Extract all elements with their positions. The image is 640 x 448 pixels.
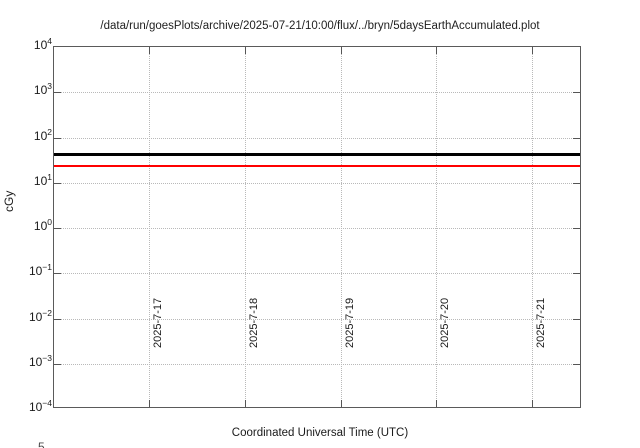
gridline-horizontal bbox=[54, 137, 580, 139]
gridline-horizontal bbox=[54, 318, 580, 320]
y-tick-mantissa: 10 bbox=[33, 83, 48, 98]
y-axis-tick-mark bbox=[54, 182, 61, 184]
x-axis-tick-mark bbox=[340, 400, 342, 407]
y-axis-tick-mark bbox=[54, 363, 61, 365]
gridline-horizontal bbox=[54, 273, 580, 275]
y-axis-tick-label: 100 bbox=[33, 217, 52, 233]
y-axis-tick-label: 10−2 bbox=[28, 307, 52, 324]
x-axis-tick-mark bbox=[149, 400, 150, 407]
y-axis-tick-label: 10−3 bbox=[28, 352, 52, 369]
y-tick-exponent: −2 bbox=[42, 307, 52, 318]
y-tick-exponent: 2 bbox=[47, 126, 52, 137]
x-axis-tick-label: 2025-7-21 bbox=[535, 297, 548, 348]
gridline-horizontal bbox=[54, 228, 580, 229]
y-axis-tick-label: 101 bbox=[33, 171, 52, 188]
x-axis-tick-mark bbox=[244, 400, 246, 407]
series-line-black-accumulated-dose bbox=[54, 152, 580, 156]
y-axis-tick-mark bbox=[573, 182, 580, 184]
y-tick-mantissa: 10 bbox=[28, 354, 43, 369]
y-tick-exponent: 0 bbox=[47, 217, 52, 227]
y-axis-tick-label: 104 bbox=[33, 36, 52, 52]
y-tick-exponent: 3 bbox=[47, 81, 52, 92]
y-tick-exponent: −1 bbox=[42, 262, 52, 273]
x-axis-label: Coordinated Universal Time (UTC) bbox=[231, 427, 409, 439]
y-axis-tick-mark bbox=[573, 273, 580, 275]
y-axis-tick-mark bbox=[573, 137, 580, 139]
y-tick-exponent: −3 bbox=[42, 352, 52, 363]
gridline-horizontal bbox=[54, 363, 580, 365]
y-axis-tick-mark bbox=[573, 363, 580, 365]
x-axis-tick-mark bbox=[149, 47, 150, 54]
y-axis-tick-mark bbox=[573, 92, 580, 94]
x-axis-tick-mark bbox=[436, 47, 438, 54]
y-tick-mantissa: 10 bbox=[28, 400, 43, 414]
y-tick-exponent: 4 bbox=[47, 36, 52, 46]
x-axis-tick-mark bbox=[244, 47, 246, 54]
plot-area bbox=[53, 46, 581, 408]
y-axis-tick-mark bbox=[54, 92, 61, 94]
y-tick-exponent: 1 bbox=[47, 171, 52, 182]
y-tick-mantissa: 10 bbox=[33, 173, 48, 188]
y-axis-tick-mark bbox=[54, 137, 61, 139]
x-axis-tick-label: 2025-7-19 bbox=[343, 297, 356, 348]
x-axis-tick-label: 2025-7-18 bbox=[247, 297, 260, 348]
y-tick-exponent: −4 bbox=[42, 398, 52, 408]
gridline-horizontal bbox=[54, 92, 580, 94]
y-axis-tick-mark bbox=[573, 228, 580, 229]
y-axis-tick-label: 103 bbox=[33, 81, 52, 98]
y-axis-tick-label: 10−4 bbox=[28, 398, 52, 414]
y-tick-mantissa: 10 bbox=[33, 219, 48, 233]
gridline-vertical bbox=[532, 47, 534, 407]
y-axis-tick-label: 102 bbox=[33, 126, 52, 143]
y-tick-mantissa: 10 bbox=[28, 264, 43, 279]
y-axis-tick-label: 10−1 bbox=[28, 262, 52, 279]
y-axis-tick-mark bbox=[54, 228, 61, 229]
x-axis-tick-mark bbox=[532, 47, 534, 54]
x-axis-tick-label: 2025-7-20 bbox=[439, 297, 452, 348]
gridline-horizontal bbox=[54, 182, 580, 184]
gridline-vertical bbox=[436, 47, 438, 407]
gridline-vertical bbox=[340, 47, 342, 407]
y-axis-tick-mark bbox=[54, 318, 61, 320]
y-axis-tick-mark bbox=[54, 273, 61, 275]
y-axis-tick-mark bbox=[573, 318, 580, 320]
x-axis-tick-mark bbox=[532, 400, 534, 407]
y-tick-mantissa: 10 bbox=[28, 309, 43, 324]
gridline-vertical bbox=[149, 47, 150, 407]
y-tick-mantissa: 10 bbox=[33, 38, 48, 52]
y-tick-mantissa: 10 bbox=[33, 128, 48, 143]
x-axis-tick-mark bbox=[436, 400, 438, 407]
gridline-vertical bbox=[244, 47, 246, 407]
x-axis-tick-label: 2025-7-17 bbox=[152, 297, 164, 348]
clipped-label-fragment: 5 bbox=[38, 441, 45, 448]
chart-title: /data/run/goesPlots/archive/2025-07-21/1… bbox=[100, 20, 540, 32]
x-axis-tick-mark bbox=[340, 47, 342, 54]
y-axis-label: cGy bbox=[2, 190, 16, 212]
series-line-red-accumulated-dose bbox=[54, 165, 580, 168]
